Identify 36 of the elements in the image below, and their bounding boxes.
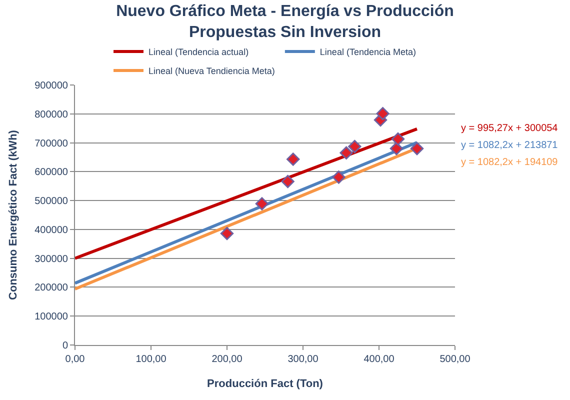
y-tick-label: 200000 (34, 282, 68, 294)
point (376, 107, 390, 120)
legend-label: Lineal (Tendencia Meta) (320, 47, 416, 58)
y-axis-title: Consumo Energético Fact (kWh) (7, 130, 20, 300)
y-tick-label: 400000 (34, 224, 68, 236)
x-tick-label: 400,00 (364, 354, 395, 365)
point (340, 146, 353, 160)
point (390, 142, 404, 156)
y-tick-label: 500000 (34, 196, 68, 208)
x-tick-label: 100,00 (136, 354, 167, 365)
y-tick-label: 300000 (34, 254, 68, 265)
x-axis-title: Producción Fact (Ton) (207, 378, 324, 390)
point (391, 132, 405, 146)
legend-label: Lineal (Tendencia actual) (148, 47, 249, 58)
point (255, 197, 269, 210)
point (348, 140, 362, 154)
y-tick-label: 800000 (34, 109, 68, 120)
y-tick-label: 700000 (34, 138, 68, 150)
y-tick-label: 600000 (34, 167, 68, 178)
y-tick-label: 900000 (34, 80, 68, 92)
chart-title: Nuevo Gráfico Meta - Energía vs Producción Propuestas Sin Inversion (116, 3, 454, 41)
text: y = 1082,2x + 213871 (461, 140, 558, 151)
x-tick-label: 200,00 (212, 354, 243, 365)
x-tick-label: 500,00 (440, 354, 471, 365)
point (410, 142, 424, 156)
text: y = 995,27x + 300054 (461, 123, 558, 134)
y-tick-label: 0 (62, 340, 68, 352)
legend-label: Lineal (Nueva Tendiencia Meta) (148, 66, 275, 76)
point (220, 226, 234, 240)
y-tick-label: 100000 (34, 312, 68, 323)
point (286, 152, 300, 166)
text: y = 1082,2x + 194109 (461, 157, 558, 168)
x-tick-label: 300,00 (288, 354, 319, 365)
x-tick-label: 0,00 (65, 354, 86, 365)
point (332, 170, 346, 184)
point (281, 174, 294, 188)
